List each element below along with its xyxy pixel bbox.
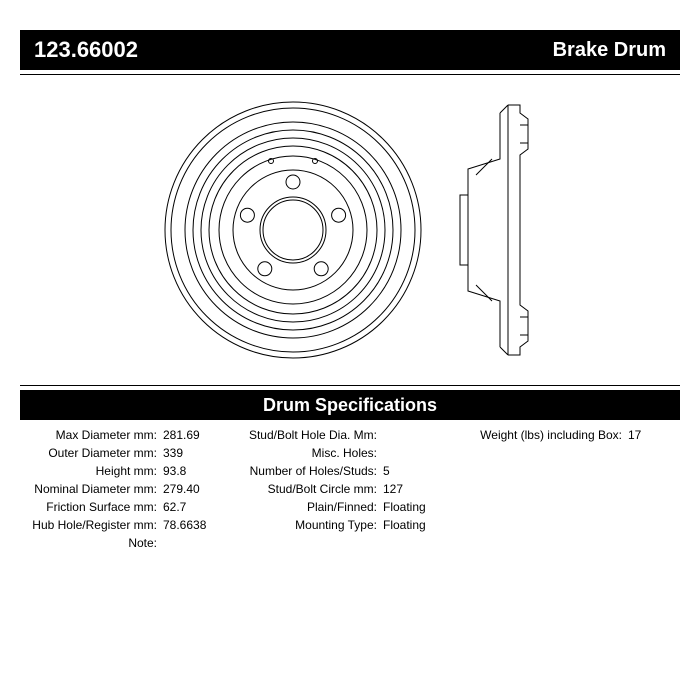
part-number: 123.66002 [34, 37, 138, 63]
spec-grid: Max Diameter mm:281.69 Outer Diameter mm… [20, 420, 680, 534]
spec-value: 281.69 [163, 426, 243, 444]
spec-value [383, 426, 468, 444]
spec-row: Mounting Type:Floating [243, 516, 468, 534]
spec-row: Max Diameter mm:281.69 [28, 426, 243, 444]
diagram-area [20, 75, 680, 385]
spec-value: 17 [628, 426, 672, 444]
spec-label: Stud/Bolt Circle mm: [243, 480, 383, 498]
divider-mid [20, 385, 680, 386]
spec-value: 62.7 [163, 498, 243, 516]
spec-label: Number of Holes/Studs: [243, 462, 383, 480]
spec-value: Floating [383, 498, 468, 516]
spec-value: 93.8 [163, 462, 243, 480]
spec-value: 5 [383, 462, 468, 480]
spec-value: 339 [163, 444, 243, 462]
spec-row: Stud/Bolt Hole Dia. Mm: [243, 426, 468, 444]
spec-row: Plain/Finned:Floating [243, 498, 468, 516]
spec-label: Outer Diameter mm: [28, 444, 163, 462]
spec-label: Friction Surface mm: [28, 498, 163, 516]
spec-label: Weight (lbs) including Box: [468, 426, 628, 444]
note-row: Note: [20, 534, 680, 550]
spec-value: Floating [383, 516, 468, 534]
spec-value: 127 [383, 480, 468, 498]
spec-label: Hub Hole/Register mm: [28, 516, 163, 534]
spec-title-bar: Drum Specifications [20, 390, 680, 420]
spec-label: Mounting Type: [243, 516, 383, 534]
drum-side-view [448, 95, 543, 365]
spec-label: Stud/Bolt Hole Dia. Mm: [243, 426, 383, 444]
spec-row: Friction Surface mm:62.7 [28, 498, 243, 516]
product-name: Brake Drum [553, 39, 666, 62]
spec-label: Max Diameter mm: [28, 426, 163, 444]
spec-value: 78.6638 [163, 516, 243, 534]
drum-front-view [158, 95, 428, 365]
spec-label: Plain/Finned: [243, 498, 383, 516]
spec-row: Number of Holes/Studs:5 [243, 462, 468, 480]
spec-row: Nominal Diameter mm:279.40 [28, 480, 243, 498]
spec-row: Hub Hole/Register mm:78.6638 [28, 516, 243, 534]
note-label: Note: [28, 536, 163, 550]
spec-row: Height mm:93.8 [28, 462, 243, 480]
spec-label: Height mm: [28, 462, 163, 480]
spec-label: Nominal Diameter mm: [28, 480, 163, 498]
spec-col-2: Stud/Bolt Hole Dia. Mm: Misc. Holes: Num… [243, 426, 468, 534]
spec-row: Weight (lbs) including Box:17 [468, 426, 672, 444]
spec-value [383, 444, 468, 462]
spec-row: Outer Diameter mm:339 [28, 444, 243, 462]
spec-col-3: Weight (lbs) including Box:17 [468, 426, 672, 534]
spec-title: Drum Specifications [263, 395, 437, 416]
spec-row: Misc. Holes: [243, 444, 468, 462]
spec-value: 279.40 [163, 480, 243, 498]
spec-label: Misc. Holes: [243, 444, 383, 462]
spec-row: Stud/Bolt Circle mm:127 [243, 480, 468, 498]
spec-col-1: Max Diameter mm:281.69 Outer Diameter mm… [28, 426, 243, 534]
header-bar: 123.66002 Brake Drum [20, 30, 680, 70]
